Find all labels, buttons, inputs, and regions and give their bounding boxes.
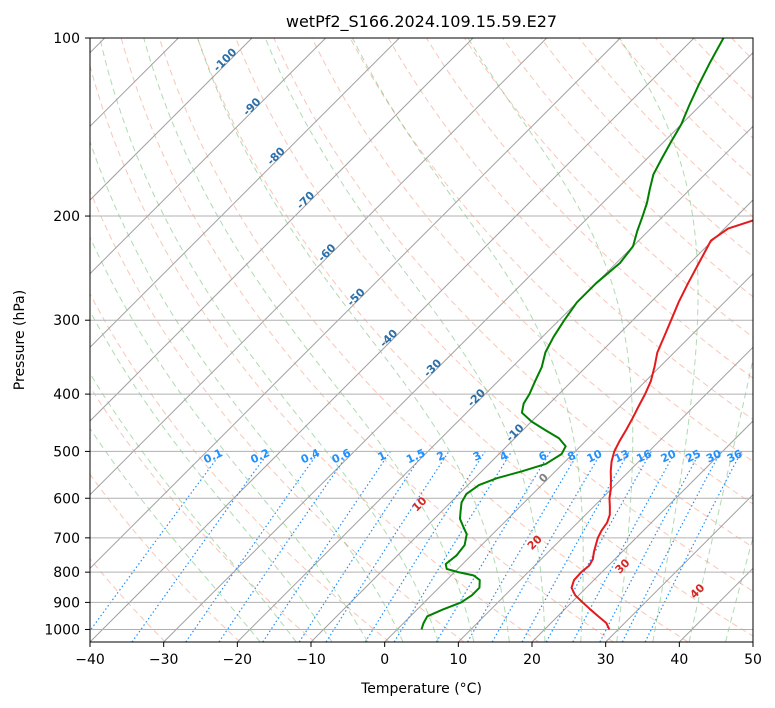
mixing-ratio-label: 36 [725, 447, 745, 465]
mixing-ratio-line [131, 451, 270, 642]
y-tick-label: 200 [53, 209, 80, 225]
y-tick-label: 500 [53, 444, 80, 460]
x-tick-label: 0 [380, 652, 389, 668]
x-tick-label: −40 [75, 652, 105, 668]
moist-adiabat [352, 38, 584, 642]
x-tick-label: −10 [296, 652, 326, 668]
mixing-ratio-label: 30 [704, 447, 724, 465]
chart-title: wetPf2_S166.2024.109.15.59.E27 [286, 12, 557, 32]
dry-adiabat [120, 38, 614, 642]
mixing-ratio-line [262, 451, 391, 642]
dry-adiabat [90, 473, 241, 642]
y-tick-label: 700 [53, 531, 80, 547]
dry-adiabat [90, 292, 390, 642]
moist-adiabat [197, 38, 510, 642]
isotherm-line [236, 125, 753, 642]
dry-adiabat [425, 38, 753, 379]
mixing-ratio-line [325, 451, 450, 642]
x-tick-label: 10 [449, 652, 467, 668]
moist-adiabat [619, 38, 699, 642]
moist-adiabat [688, 356, 753, 642]
dry-adiabat [90, 63, 540, 642]
isotherm-line [90, 38, 327, 275]
isotherm-line [605, 493, 753, 642]
x-axis-label: Temperature (°C) [360, 681, 482, 697]
y-tick-label: 900 [53, 595, 80, 611]
isotherm-line [90, 38, 474, 422]
dry-adiabat [235, 38, 753, 592]
temperature-profile-line [570, 219, 753, 630]
x-tick-label: −20 [223, 652, 253, 668]
mixing-ratio-label: 10 [585, 447, 605, 465]
mixing-ratio-line [90, 451, 223, 632]
mixing-ratio-line [218, 451, 351, 642]
mixing-ratio-label: 25 [684, 447, 703, 465]
mixing-ratio-line [393, 451, 513, 642]
mixing-ratio-line [621, 451, 722, 642]
isotherm-line [384, 272, 753, 642]
mixing-ratio-line [298, 451, 425, 642]
isotherm-line [310, 199, 753, 642]
isotherm-line [531, 420, 753, 642]
mixing-ratio-label: 20 [659, 447, 679, 465]
mixing-ratio-line [185, 451, 320, 642]
isotherm-line [163, 51, 753, 642]
mixing-ratio-label: 16 [634, 447, 654, 465]
y-tick-label: 1000 [44, 622, 80, 638]
y-tick-label: 800 [53, 565, 80, 581]
dry-adiabat [90, 189, 465, 642]
mixing-ratio-label: 13 [612, 447, 631, 465]
moist-adiabat [90, 140, 404, 642]
y-tick-label: 600 [53, 491, 80, 507]
isotherm-line [90, 38, 400, 349]
dry-adiabat [349, 38, 753, 463]
isotherm-line [90, 38, 253, 201]
mixing-ratio-line [644, 451, 743, 642]
x-tick-label: −30 [149, 652, 179, 668]
x-tick-label: 50 [744, 652, 762, 668]
moist-adiabat [99, 38, 439, 642]
y-tick-label: 400 [53, 387, 80, 403]
x-tick-label: 40 [670, 652, 688, 668]
axes: −40 −30 −20 −10 0 10 20 30 40 50 100 200 300 400 500 60… [44, 31, 762, 668]
y-tick-label: 300 [53, 313, 80, 329]
x-tick-label: 30 [597, 652, 615, 668]
dry-adiabat [273, 38, 753, 548]
dry-adiabat [387, 38, 753, 421]
dry-adiabat [311, 38, 753, 505]
dry-adiabat [502, 38, 753, 298]
moist-adiabat [725, 535, 753, 642]
moist-adiabat [143, 38, 475, 642]
isotherm-line [457, 346, 753, 642]
mixing-ratio-line [521, 451, 630, 642]
isotherm-line [90, 38, 695, 642]
plot-frame [89, 37, 754, 643]
isotherm-line [90, 38, 548, 496]
moist-adiabat [264, 38, 546, 642]
mixing-ratio-line [572, 451, 677, 642]
isotherm-line [90, 38, 621, 570]
dry-adiabat [464, 38, 753, 338]
y-tick-label: 100 [53, 31, 80, 47]
mixing-ratio-line [545, 451, 652, 642]
dewpoint-profile-line [420, 38, 725, 630]
dry-adiabat [90, 385, 316, 642]
y-axis-label: Pressure (hPa) [12, 290, 28, 390]
moist-adiabat [90, 235, 369, 642]
x-tick-label: 20 [523, 652, 541, 668]
